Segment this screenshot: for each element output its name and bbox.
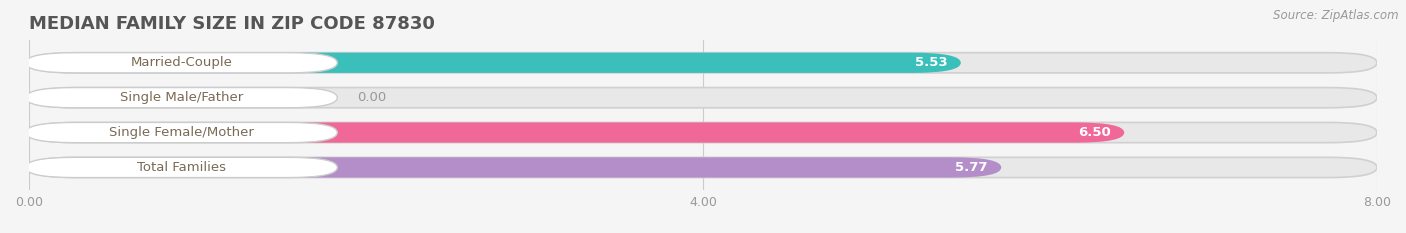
Text: MEDIAN FAMILY SIZE IN ZIP CODE 87830: MEDIAN FAMILY SIZE IN ZIP CODE 87830 [30, 15, 434, 33]
FancyBboxPatch shape [30, 157, 1376, 178]
FancyBboxPatch shape [30, 157, 1001, 178]
Text: Source: ZipAtlas.com: Source: ZipAtlas.com [1274, 9, 1399, 22]
FancyBboxPatch shape [25, 53, 337, 73]
Text: Single Female/Mother: Single Female/Mother [110, 126, 254, 139]
FancyBboxPatch shape [30, 123, 1376, 143]
FancyBboxPatch shape [25, 123, 337, 143]
Text: 6.50: 6.50 [1078, 126, 1111, 139]
FancyBboxPatch shape [25, 88, 337, 108]
Text: Single Male/Father: Single Male/Father [120, 91, 243, 104]
Text: 5.77: 5.77 [955, 161, 988, 174]
Text: Total Families: Total Families [136, 161, 226, 174]
FancyBboxPatch shape [30, 53, 1376, 73]
Text: Married-Couple: Married-Couple [131, 56, 232, 69]
FancyBboxPatch shape [30, 53, 960, 73]
Text: 5.53: 5.53 [915, 56, 948, 69]
FancyBboxPatch shape [30, 88, 1376, 108]
FancyBboxPatch shape [25, 157, 337, 178]
FancyBboxPatch shape [30, 123, 1125, 143]
Text: 0.00: 0.00 [357, 91, 387, 104]
